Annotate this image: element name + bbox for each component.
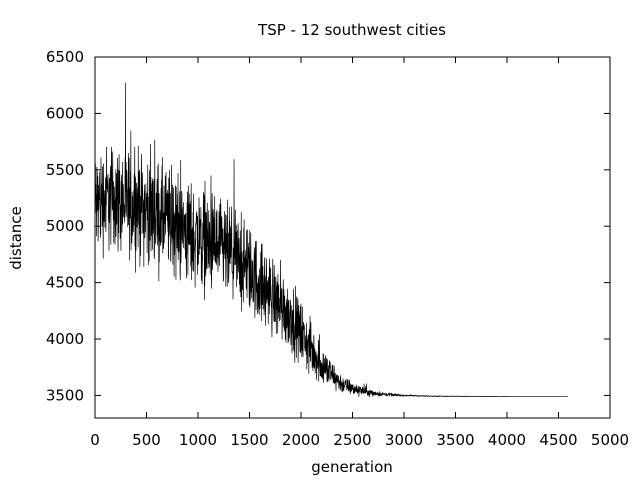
y-axis-title: distance bbox=[7, 206, 25, 270]
x-tick-label: 4000 bbox=[488, 431, 526, 449]
x-tick-label: 3500 bbox=[436, 431, 474, 449]
y-tick-label: 4500 bbox=[46, 274, 84, 292]
y-tick-label: 6000 bbox=[46, 104, 84, 122]
y-tick-label: 5500 bbox=[46, 161, 84, 179]
x-tick-label: 1000 bbox=[179, 431, 217, 449]
chart-title: TSP - 12 southwest cities bbox=[257, 21, 446, 39]
x-tick-label: 5000 bbox=[591, 431, 629, 449]
data-layer bbox=[94, 82, 568, 398]
y-tick-label: 5000 bbox=[46, 217, 84, 235]
y-tick-label: 3500 bbox=[46, 386, 84, 404]
ticks-layer: 0 500 1000 1500 2000 2500 3000 3500 4000 4500 5000… bbox=[46, 48, 629, 449]
x-tick-label: 500 bbox=[132, 431, 161, 449]
x-tick-label: 1500 bbox=[230, 431, 268, 449]
x-tick-label: 4500 bbox=[539, 431, 577, 449]
x-tick-label: 2500 bbox=[333, 431, 371, 449]
y-tick-label: 6500 bbox=[46, 48, 84, 66]
series-line bbox=[94, 82, 568, 398]
x-tick-label: 3000 bbox=[385, 431, 423, 449]
x-tick-label: 2000 bbox=[282, 431, 320, 449]
y-tick-label: 4000 bbox=[46, 330, 84, 348]
x-axis-title: generation bbox=[311, 458, 393, 476]
x-tick-label: 0 bbox=[90, 431, 100, 449]
